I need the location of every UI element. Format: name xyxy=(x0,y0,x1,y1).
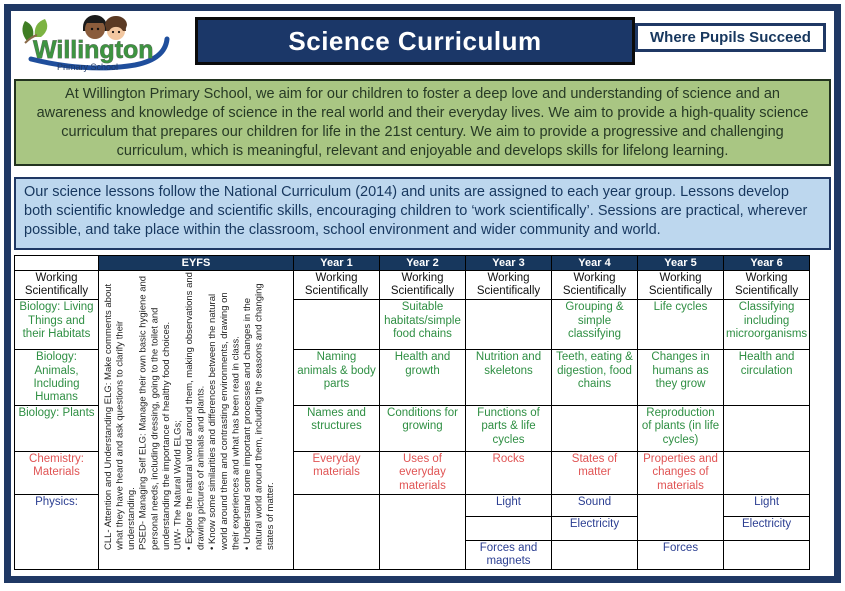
curriculum-table: EYFS Year 1 Year 2 Year 3 Year 4 Year 5 … xyxy=(14,254,811,571)
cell-y3-forces-magnets: Forces and magnets xyxy=(465,539,552,571)
cell-y5-materials: Properties and changes of materials xyxy=(637,451,724,495)
cell-y5-plants: Reproduction of plants (in life cycles) xyxy=(637,405,724,453)
materials-row: Chemistry: Materials Everyday materials … xyxy=(14,451,811,495)
cell-y3-physics-blank xyxy=(465,515,552,541)
logo-subtitle: Primary School xyxy=(57,62,118,72)
animals-row: Biology: Animals, Including Humans Namin… xyxy=(14,349,811,407)
cell-y1-working: Working Scientifically xyxy=(293,269,380,301)
row-label-plants: Biology: Plants xyxy=(14,405,99,453)
eyfs-header: EYFS xyxy=(98,254,294,271)
cell-y6-electricity: Electricity xyxy=(722,515,811,541)
cell-y4-living-things: Grouping & simple classifying xyxy=(551,299,638,351)
motto-text: Where Pupils Succeed xyxy=(650,29,811,46)
cell-y1-animals: Naming animals & body parts xyxy=(293,349,380,407)
cell-y4-animals: Teeth, eating & digestion, food chains xyxy=(551,349,638,407)
curriculum-statement: Our science lessons follow the National … xyxy=(14,177,831,250)
cell-y4-forces-blank xyxy=(551,539,638,571)
row-label-working-scientifically: Working Scientifically xyxy=(14,269,99,301)
logo-wordmark: Willington xyxy=(33,36,154,64)
row-label-animals: Biology: Animals, Including Humans xyxy=(14,349,99,407)
plants-row: Biology: Plants Names and structures Con… xyxy=(14,405,811,453)
physics-row-3: Forces and magnets Forces xyxy=(15,539,811,571)
year6-header: Year 6 xyxy=(722,254,811,271)
cell-y6-forces-blank xyxy=(722,539,811,571)
cell-y5-animals: Changes in humans as they grow xyxy=(637,349,724,407)
children-illustration xyxy=(83,15,127,40)
working-scientifically-row: Working Scientifically CLL- Attention an… xyxy=(14,269,811,571)
cell-y6-materials xyxy=(722,451,811,495)
cell-y3-animals: Nutrition and skeletons xyxy=(465,349,552,407)
cell-y3-living-things xyxy=(465,299,552,351)
cell-y3-plants: Functions of parts & life cycles xyxy=(465,405,552,453)
swoosh xyxy=(28,36,170,71)
leaf-icon xyxy=(22,19,48,44)
motto-box: Where Pupils Succeed xyxy=(635,23,826,52)
cell-y4-plants xyxy=(551,405,638,453)
aims-statement: At Willington Primary School, we aim for… xyxy=(14,79,831,167)
cell-y2-living-things: Suitable habitats/simple food chains xyxy=(379,299,466,351)
cell-y4-sound: Sound xyxy=(551,493,638,517)
cell-y2-materials: Uses of everyday materials xyxy=(379,451,466,495)
cell-y2-animals: Health and growth xyxy=(379,349,466,407)
cell-y6-living-things: Classifying including microorganisms xyxy=(722,299,811,351)
row-label-materials: Chemistry: Materials xyxy=(14,451,99,495)
page-title: Science Curriculum xyxy=(195,17,635,65)
cell-y5-living-things: Life cycles xyxy=(637,299,724,351)
cell-y5-working: Working Scientifically xyxy=(637,269,724,301)
cell-y5-forces: Forces xyxy=(637,539,724,571)
cell-y1-living-things xyxy=(293,299,380,351)
year4-header: Year 4 xyxy=(551,254,638,271)
row-label-living-things: Biology: Living Things and their Habitat… xyxy=(14,299,99,351)
cell-y2-working: Working Scientifically xyxy=(379,269,466,301)
cell-y2-plants: Conditions for growing xyxy=(379,405,466,453)
cell-y1-materials: Everyday materials xyxy=(293,451,380,495)
cell-y4-electricity: Electricity xyxy=(551,515,638,541)
year2-header: Year 2 xyxy=(379,254,466,271)
cell-y3-materials: Rocks xyxy=(465,451,552,495)
cell-y4-working: Working Scientifically xyxy=(551,269,638,301)
cell-y6-working: Working Scientifically xyxy=(722,269,811,301)
page-title-text: Science Curriculum xyxy=(288,26,542,56)
cell-y6-light: Light xyxy=(722,493,811,517)
cell-y2-physics xyxy=(379,493,466,571)
table-header-row: EYFS Year 1 Year 2 Year 3 Year 4 Year 5 … xyxy=(14,254,811,271)
corner-header xyxy=(14,254,99,271)
cell-y3-working: Working Scientifically xyxy=(465,269,552,301)
row-label-physics: Physics: xyxy=(14,493,99,571)
year3-header: Year 3 xyxy=(465,254,552,271)
school-logo: Willington Primary School xyxy=(22,15,170,72)
cell-y6-plants xyxy=(722,405,811,453)
cell-y1-physics xyxy=(293,493,380,571)
cell-y4-materials: States of matter xyxy=(551,451,638,495)
eyfs-elg-text: CLL- Attention and Understanding ELG: Ma… xyxy=(102,271,276,550)
eyfs-cell: CLL- Attention and Understanding ELG: Ma… xyxy=(98,269,294,571)
cell-y1-plants: Names and structures xyxy=(293,405,380,453)
cell-y5-physics-blank xyxy=(637,493,724,541)
year1-header: Year 1 xyxy=(293,254,380,271)
cell-y3-light: Light xyxy=(465,493,552,517)
curriculum-page: Willington Primary School Science Curric… xyxy=(4,4,841,583)
year5-header: Year 5 xyxy=(637,254,724,271)
cell-y6-animals: Health and circulation xyxy=(722,349,811,407)
page-header: Willington Primary School Science Curric… xyxy=(11,11,834,75)
living-things-row: Biology: Living Things and their Habitat… xyxy=(14,299,811,351)
